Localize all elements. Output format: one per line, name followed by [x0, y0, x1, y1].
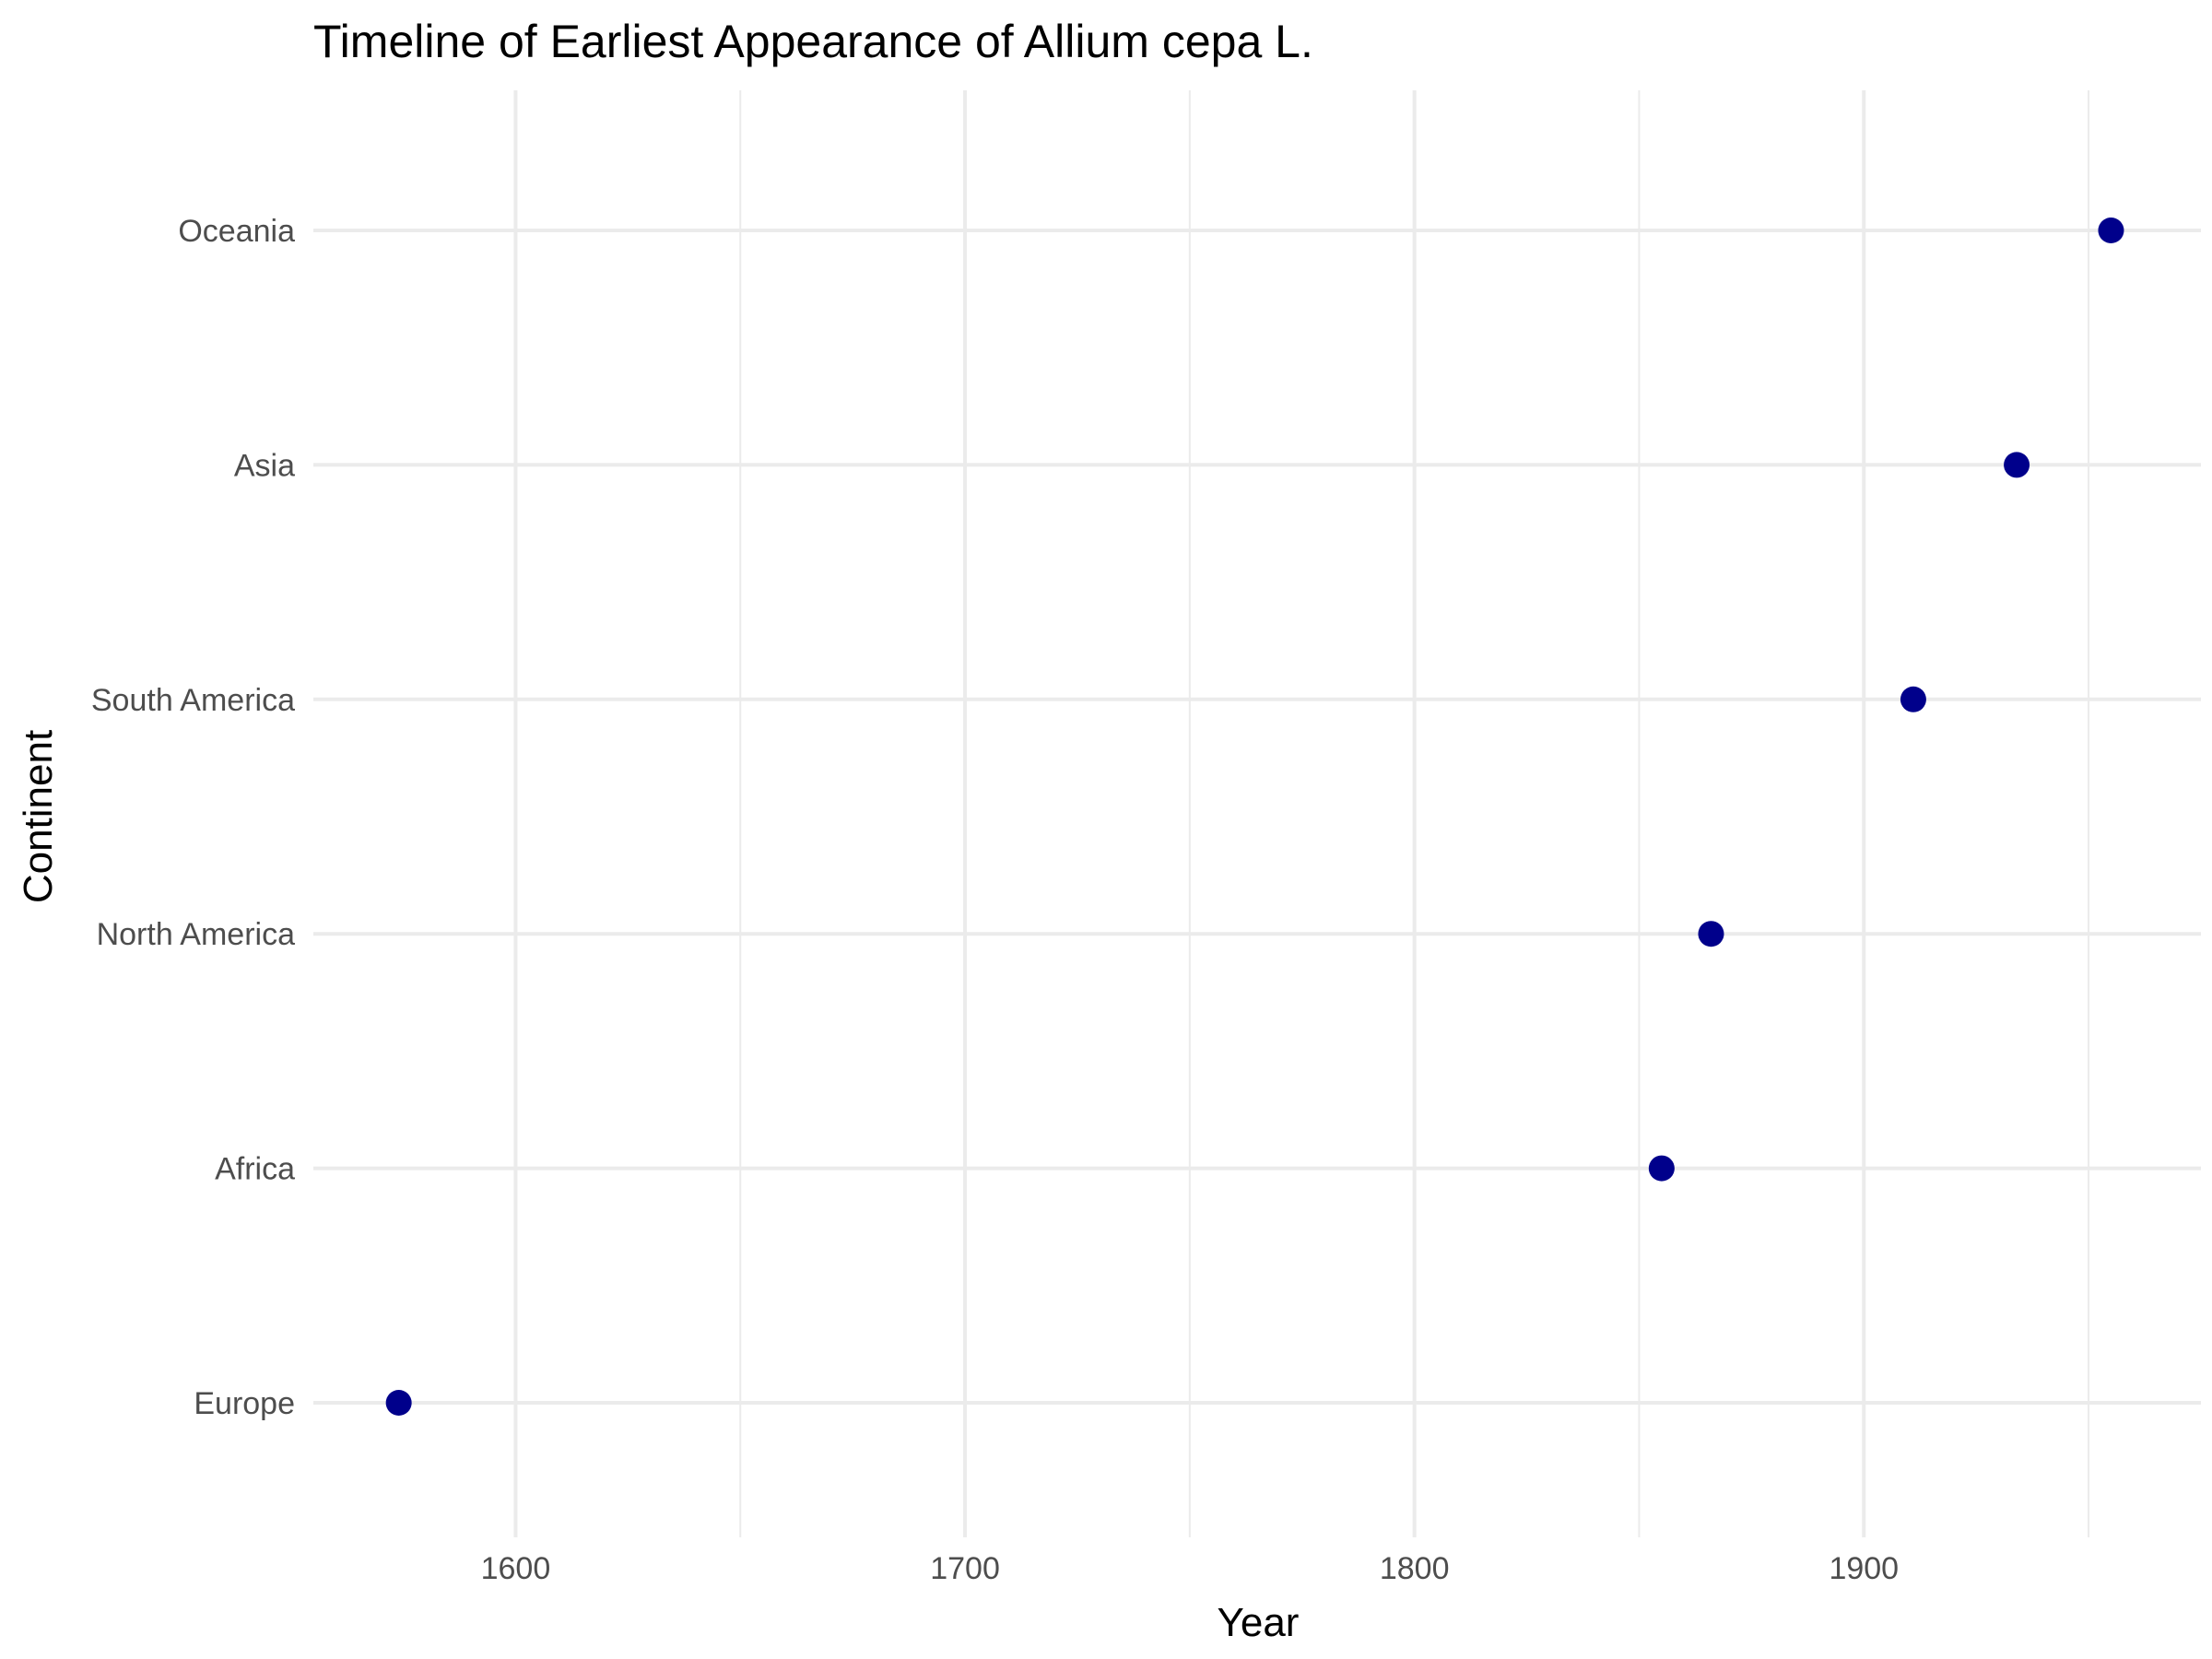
x-tick-label: 1900: [1829, 1551, 1899, 1586]
data-point: [385, 1390, 412, 1416]
y-tick-label: Asia: [234, 448, 295, 483]
data-point: [2004, 452, 2030, 478]
y-tick-label: Oceania: [178, 214, 295, 249]
data-points: [385, 218, 2124, 1416]
y-tick-label: South America: [91, 683, 295, 718]
x-tick-label: 1600: [481, 1551, 551, 1586]
x-tick-label: 1700: [930, 1551, 1000, 1586]
y-tick-label: Europe: [194, 1386, 295, 1421]
x-axis-ticks: 1600 1700 1800 1900: [481, 1551, 1899, 1586]
data-point: [1648, 1155, 1675, 1182]
data-point: [2098, 218, 2124, 243]
x-axis-title: Year: [1218, 1600, 1300, 1645]
y-tick-label: Africa: [215, 1152, 295, 1187]
y-tick-label: North America: [97, 917, 295, 952]
y-axis-ticks: Europe Africa North America South America As…: [91, 214, 295, 1421]
y-axis-title: Continent: [16, 730, 61, 903]
x-tick-label: 1800: [1380, 1551, 1450, 1586]
data-point: [1698, 921, 1724, 947]
grid: [313, 90, 2201, 1537]
chart-title: Timeline of Earliest Appearance of Alliu…: [313, 16, 1313, 67]
data-point: [1900, 686, 1926, 712]
